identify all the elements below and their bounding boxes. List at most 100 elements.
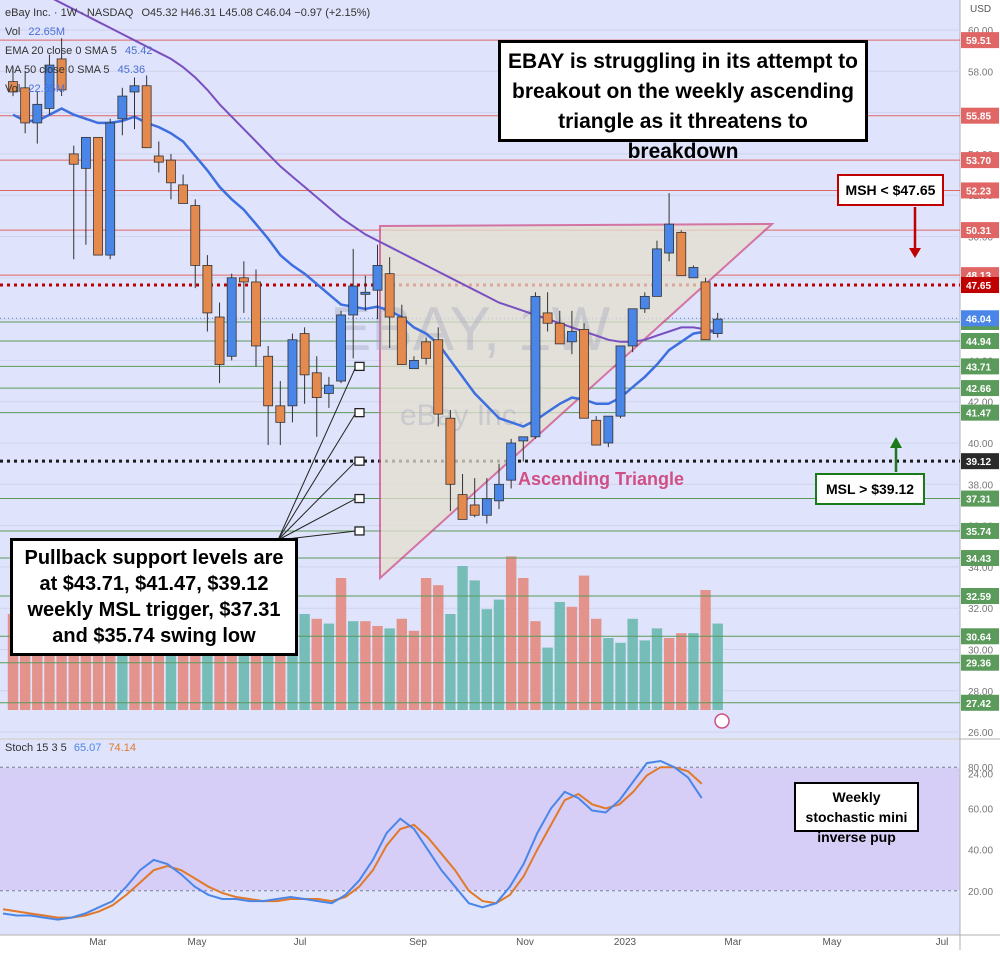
volume-bar <box>688 633 699 710</box>
legend-ma-row: MA 50 close 0 SMA 5 45.36 <box>5 61 375 80</box>
resistance-level-label: 55.85 <box>966 112 991 123</box>
pullback-pointer-line <box>277 366 357 541</box>
resistance-level-tag <box>961 107 999 124</box>
stoch-label[interactable]: Stoch 15 3 5 <box>5 742 67 754</box>
stoch-note-text: Weekly stochastic mini inverse pup <box>805 789 908 845</box>
ema-label[interactable]: EMA 20 close 0 SMA 5 <box>5 45 117 57</box>
last-price-label: 46.04 <box>966 314 991 325</box>
candle-body <box>676 231 687 277</box>
candle-body <box>542 312 553 324</box>
pullback-pointer-line <box>277 412 357 541</box>
candle-body <box>421 341 432 359</box>
candle-body <box>117 95 128 120</box>
axis-currency: USD <box>970 4 991 15</box>
volume-bar <box>335 578 347 710</box>
candle-body <box>433 339 444 415</box>
msh-level-tag <box>961 277 999 294</box>
volume-bar <box>651 628 663 710</box>
volume-bar <box>542 647 553 710</box>
msh-arrow-head <box>909 248 921 258</box>
vol-label[interactable]: Vol <box>5 26 21 38</box>
support-level-tag <box>961 358 999 375</box>
volume-bar <box>202 628 213 710</box>
volume-bar <box>420 578 432 710</box>
support-level-label: 44.94 <box>966 337 991 348</box>
volume-bar <box>578 575 590 710</box>
support-level-tag <box>961 694 999 711</box>
vol-value: 22.65M <box>28 26 66 38</box>
vol2-value: 22.65M <box>28 83 66 95</box>
support-level-label: 35.74 <box>966 527 991 538</box>
support-level-tag <box>961 654 999 671</box>
candle-body <box>639 295 650 310</box>
candle-body <box>554 322 565 345</box>
support-level-label: 34.43 <box>966 554 991 565</box>
resistance-level-tag <box>961 32 999 49</box>
y-tick-label: 60.00 <box>968 26 993 37</box>
volume-bar <box>712 623 723 710</box>
candle-body <box>93 136 103 256</box>
msh-label: MSH < $47.65 <box>845 182 936 198</box>
ema-value: 45.42 <box>124 45 153 57</box>
candle-body <box>44 64 55 109</box>
vol2-label[interactable]: Vol <box>5 83 21 95</box>
x-tick-label: Nov <box>516 937 534 948</box>
candle-body <box>396 316 407 365</box>
pullback-box: Pullback support levels are at $43.71, $… <box>10 538 298 656</box>
volume-bar <box>615 642 626 710</box>
x-tick-label: May <box>188 937 207 948</box>
volume-bar <box>7 614 19 710</box>
pullback-marker <box>354 361 365 372</box>
legend-vol2-row: Vol 22.65M <box>5 80 375 99</box>
volume-bar <box>348 621 359 710</box>
y-tick-label: 28.00 <box>968 687 993 698</box>
candle-body <box>591 419 602 446</box>
support-level-label: 27.42 <box>966 699 991 710</box>
volume-bar <box>360 621 371 710</box>
ma-label[interactable]: MA 50 close 0 SMA 5 <box>5 64 110 76</box>
volume-bar <box>32 614 43 710</box>
candle-body <box>664 223 674 254</box>
stoch-d-value: 74.14 <box>108 742 136 754</box>
volume-bar <box>311 618 322 710</box>
watermark-small: eBay Inc. <box>400 399 525 432</box>
candle-body <box>81 136 91 169</box>
candle-body <box>409 359 419 370</box>
symbol-label[interactable]: eBay Inc. · 1W · NASDAQ <box>5 7 134 19</box>
stoch-tick-label: 20.00 <box>968 887 993 898</box>
pullback-marker <box>354 407 365 418</box>
candle-body <box>105 122 116 256</box>
volume-bar <box>287 628 298 710</box>
candle-body <box>166 159 176 184</box>
y-tick-label: 42.00 <box>968 398 993 409</box>
volume-bar <box>262 623 274 710</box>
volume-bar <box>299 614 310 710</box>
ohlc-readout: O45.32 H46.31 L45.08 C46.04 −0.97 (+2.15… <box>141 7 371 19</box>
volume-bar <box>433 585 444 710</box>
legend-vol-row: Vol 22.65M <box>5 23 375 42</box>
y-tick-label: 32.00 <box>968 604 993 615</box>
stoch-tick-label: 40.00 <box>968 846 993 857</box>
stoch-k-line <box>2 759 703 921</box>
y-tick-label: 24.00 <box>968 769 993 780</box>
support-level-label: 42.66 <box>966 384 991 395</box>
candle-body <box>445 417 456 485</box>
resistance-level-tag <box>961 182 999 199</box>
x-tick-label: May <box>823 937 842 948</box>
volume-bar <box>700 590 711 710</box>
support-level-tag <box>961 404 999 421</box>
volume-bar <box>80 614 92 710</box>
volume-bar <box>226 623 237 710</box>
resistance-level-label: 59.51 <box>966 36 991 47</box>
candle-body <box>251 281 261 347</box>
support-level-label: 37.31 <box>966 495 991 506</box>
volume-bar <box>469 580 480 710</box>
pullback-marker <box>354 526 365 536</box>
pullback-marker <box>354 456 365 466</box>
legend-ema-row: EMA 20 close 0 SMA 5 45.42 <box>5 42 375 61</box>
volume-bar <box>493 599 505 710</box>
pullback-pointer-line <box>277 498 357 541</box>
volume-bar <box>481 609 493 710</box>
candle-body <box>275 405 286 423</box>
